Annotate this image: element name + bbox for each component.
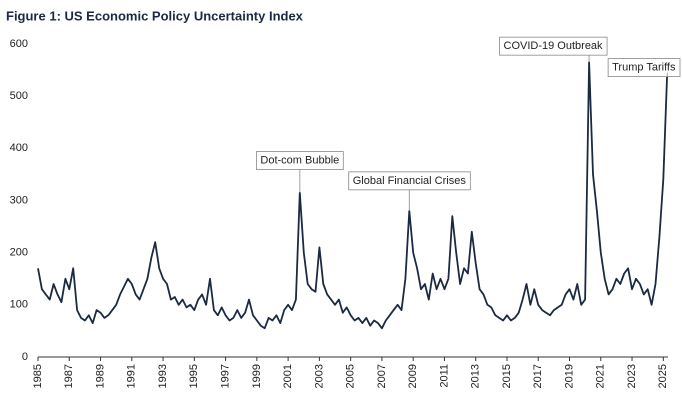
annotation-box	[607, 58, 681, 77]
x-tick-label: 2017	[532, 364, 544, 388]
annotation: Dot-com Bubble	[256, 151, 344, 193]
x-tick-label: 2013	[470, 364, 482, 388]
x-tick-label: 1993	[157, 364, 169, 388]
x-tick-label: 1987	[63, 364, 75, 388]
y-tick-label: 100	[10, 299, 28, 311]
x-tick-label: 1989	[94, 364, 106, 388]
annotation: Trump Tariffs	[607, 58, 681, 77]
y-tick-label: 600	[10, 38, 28, 50]
annotation-text: Trump Tariffs	[612, 62, 676, 74]
x-tick-label: 2009	[407, 364, 419, 388]
chart-title: Figure 1: US Economic Policy Uncertainty…	[6, 8, 304, 23]
x-tick-label: 1985	[32, 364, 44, 388]
x-tick-label: 1999	[251, 364, 263, 388]
annotation-text: Dot-com Bubble	[260, 155, 339, 167]
annotation-box	[499, 36, 608, 56]
annotation: Global Financial Crises	[348, 171, 471, 211]
x-tick-label: 2011	[438, 364, 450, 388]
x-tick-label: 1991	[126, 364, 138, 388]
annotation: COVID-19 Outbreak	[499, 36, 608, 63]
x-tick-label: 1997	[219, 364, 231, 388]
x-tick-label: 2003	[313, 364, 325, 388]
y-tick-label: 0	[22, 351, 28, 363]
x-tick-label: 2007	[376, 364, 388, 388]
annotation-text: COVID-19 Outbreak	[504, 40, 604, 52]
x-tick-label: 1995	[188, 364, 200, 388]
y-tick-label: 400	[10, 142, 28, 154]
x-tick-label: 2025	[657, 364, 669, 388]
x-tick-label: 2005	[345, 364, 357, 388]
y-tick-label: 500	[10, 90, 28, 102]
annotation-text: Global Financial Crises	[353, 175, 467, 187]
y-tick-label: 200	[10, 247, 28, 259]
x-tick-label: 2021	[595, 364, 607, 388]
x-tick-label: 2019	[563, 364, 575, 388]
x-tick-label: 2001	[282, 364, 294, 388]
y-tick-label: 300	[10, 194, 28, 206]
series-line	[37, 61, 669, 330]
x-tick-label: 2015	[501, 364, 513, 388]
x-tick-label: 2023	[626, 364, 638, 388]
